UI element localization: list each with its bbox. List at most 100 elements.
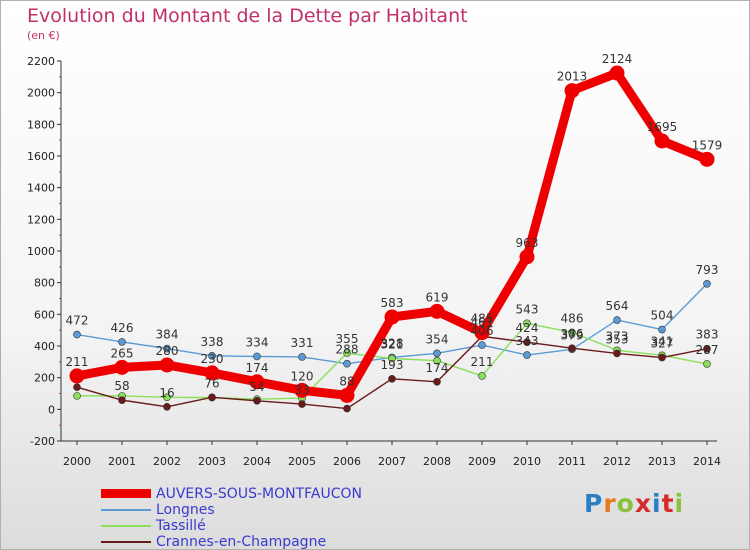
data-point-2 <box>73 392 81 400</box>
y-tick-label: 600 <box>34 308 55 321</box>
data-label: 280 <box>156 344 179 358</box>
data-point-3 <box>253 396 261 405</box>
data-label: 193 <box>381 358 404 372</box>
data-label: 54 <box>249 380 264 394</box>
y-tick-label: 2200 <box>27 55 55 68</box>
x-tick-label: 2007 <box>378 455 406 468</box>
data-point-3 <box>568 344 576 353</box>
data-label: 343 <box>516 334 539 348</box>
x-tick-label: 2004 <box>243 455 271 468</box>
data-point-3 <box>118 396 126 404</box>
y-tick-label: -200 <box>30 435 55 448</box>
data-point-auvers <box>294 382 310 398</box>
data-point-3 <box>703 344 711 353</box>
data-label: 2124 <box>602 52 633 66</box>
data-label: 88 <box>339 374 354 388</box>
data-label: 564 <box>606 299 629 313</box>
y-tick-label: 1200 <box>27 213 55 226</box>
data-point-3 <box>298 400 306 408</box>
data-label: 354 <box>426 332 449 346</box>
data-label: 424 <box>516 321 539 335</box>
data-label: 287 <box>696 343 719 357</box>
data-point-3 <box>388 374 396 383</box>
data-point-1 <box>73 330 81 339</box>
data-point-auvers <box>339 387 355 403</box>
x-tick-label: 2012 <box>603 455 631 468</box>
data-point-auvers <box>69 368 85 384</box>
data-label: 426 <box>111 321 134 335</box>
data-label: 406 <box>471 324 494 338</box>
data-label: 230 <box>201 352 224 366</box>
legend-label: Tassillé <box>156 518 206 534</box>
data-point-auvers <box>519 249 535 265</box>
data-label: 174 <box>246 361 269 375</box>
data-point-auvers <box>204 365 220 381</box>
y-tick-label: 800 <box>34 277 55 290</box>
legend-swatch <box>101 525 151 527</box>
data-label: 76 <box>204 376 219 390</box>
y-tick-label: 1800 <box>27 118 55 131</box>
data-label: 58 <box>114 379 129 393</box>
data-label: 386 <box>561 327 584 341</box>
data-label: 355 <box>336 332 359 346</box>
data-point-auvers <box>384 309 400 325</box>
data-point-auvers <box>699 151 715 167</box>
data-label: 486 <box>561 311 584 325</box>
data-label: 120 <box>291 369 314 383</box>
data-label: 211 <box>471 355 494 369</box>
y-tick-label: 400 <box>34 340 55 353</box>
data-point-3 <box>613 349 621 358</box>
x-tick-label: 2013 <box>648 455 676 468</box>
data-point-2 <box>703 360 711 368</box>
data-point-2 <box>388 354 396 363</box>
data-point-auvers <box>429 303 445 319</box>
data-point-2 <box>568 328 576 337</box>
x-tick-label: 2010 <box>513 455 541 468</box>
data-label: 321 <box>381 338 404 352</box>
data-point-1 <box>118 338 126 346</box>
data-label: 373 <box>606 329 629 343</box>
data-label: 384 <box>156 328 179 342</box>
data-point-1 <box>523 351 531 359</box>
legend-label: AUVERS-SOUS-MONTFAUCON <box>156 486 362 502</box>
data-point-3 <box>73 383 81 391</box>
data-label: 583 <box>381 296 404 310</box>
x-tick-label: 2009 <box>468 455 496 468</box>
legend-label: Longnes <box>156 502 215 518</box>
data-point-auvers <box>609 65 625 81</box>
data-point-3 <box>523 338 531 347</box>
data-point-1 <box>478 341 486 349</box>
y-tick-label: 1600 <box>27 150 55 163</box>
data-point-1 <box>253 352 261 361</box>
data-point-3 <box>208 393 216 402</box>
chart-subtitle: (en €) <box>27 29 60 42</box>
data-point-auvers <box>564 83 580 99</box>
data-point-auvers <box>159 357 175 373</box>
data-label: 288 <box>336 343 359 357</box>
y-tick-label: 200 <box>34 372 55 385</box>
chart-title: Evolution du Montant de la Dette par Hab… <box>27 5 468 27</box>
data-label: 16 <box>159 386 174 400</box>
data-label: 1695 <box>647 120 678 134</box>
data-label: 793 <box>696 263 719 277</box>
data-label: 383 <box>696 328 719 342</box>
data-point-1 <box>703 279 711 288</box>
data-label: 963 <box>516 236 539 250</box>
data-point-auvers <box>654 133 670 149</box>
y-tick-label: 1000 <box>27 245 55 258</box>
data-point-2 <box>163 393 171 402</box>
data-point-1 <box>343 359 351 368</box>
x-tick-label: 2011 <box>558 455 586 468</box>
data-label: 174 <box>426 361 449 375</box>
data-point-3 <box>658 353 666 362</box>
data-point-auvers <box>249 374 265 390</box>
data-label: 327 <box>651 337 674 351</box>
data-point-auvers <box>474 325 490 341</box>
data-label: 211 <box>66 355 89 369</box>
data-label: 265 <box>111 346 134 360</box>
data-point-auvers <box>114 359 130 375</box>
legend-label: Crannes-en-Champagne <box>156 534 327 550</box>
data-point-3 <box>343 404 351 413</box>
data-point-1 <box>613 316 621 324</box>
data-point-1 <box>433 349 441 358</box>
